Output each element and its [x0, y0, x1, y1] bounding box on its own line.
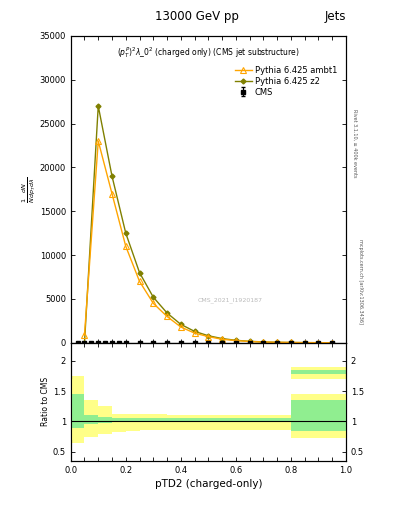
- Pythia 6.425 ambt1: [220, 336, 224, 343]
- Pythia 6.425 ambt1: [275, 339, 279, 346]
- Pythia 6.425 ambt1: [330, 339, 334, 346]
- Pythia 6.425 ambt1: [192, 330, 197, 336]
- Pythia 6.425 z2: [316, 339, 321, 346]
- Pythia 6.425 z2: [206, 333, 211, 339]
- Pythia 6.425 ambt1: [302, 339, 307, 346]
- Pythia 6.425 z2: [82, 339, 87, 346]
- Pythia 6.425 ambt1: [247, 338, 252, 345]
- Legend: Pythia 6.425 ambt1, Pythia 6.425 z2, CMS: Pythia 6.425 ambt1, Pythia 6.425 z2, CMS: [233, 65, 339, 98]
- Pythia 6.425 z2: [165, 310, 169, 316]
- X-axis label: pTD2 (charged-only): pTD2 (charged-only): [154, 479, 262, 489]
- Pythia 6.425 z2: [192, 328, 197, 334]
- Y-axis label: Ratio to CMS: Ratio to CMS: [41, 377, 50, 426]
- Pythia 6.425 z2: [220, 335, 224, 342]
- Pythia 6.425 z2: [261, 339, 266, 345]
- Pythia 6.425 ambt1: [206, 333, 211, 339]
- Pythia 6.425 ambt1: [165, 313, 169, 319]
- Text: Jets: Jets: [324, 10, 346, 23]
- Pythia 6.425 ambt1: [288, 339, 293, 346]
- Text: Rivet 3.1.10, ≥ 400k events: Rivet 3.1.10, ≥ 400k events: [352, 109, 357, 178]
- Pythia 6.425 z2: [110, 173, 114, 179]
- Pythia 6.425 z2: [233, 337, 238, 344]
- Pythia 6.425 z2: [302, 339, 307, 346]
- Pythia 6.425 z2: [247, 338, 252, 345]
- Pythia 6.425 ambt1: [110, 190, 114, 197]
- Text: $(p_T^P)^2\lambda\_0^2$ (charged only) (CMS jet substructure): $(p_T^P)^2\lambda\_0^2$ (charged only) (…: [117, 45, 300, 60]
- Pythia 6.425 z2: [275, 339, 279, 346]
- Line: Pythia 6.425 ambt1: Pythia 6.425 ambt1: [82, 138, 335, 346]
- Pythia 6.425 ambt1: [151, 300, 156, 306]
- Pythia 6.425 z2: [123, 230, 128, 236]
- Pythia 6.425 ambt1: [178, 324, 183, 330]
- Text: 13000 GeV pp: 13000 GeV pp: [154, 10, 239, 23]
- Text: mcplots.cern.ch [arXiv:1306.3436]: mcplots.cern.ch [arXiv:1306.3436]: [358, 239, 363, 324]
- Text: CMS_2021_I1920187: CMS_2021_I1920187: [198, 297, 263, 303]
- Pythia 6.425 ambt1: [82, 332, 87, 338]
- Pythia 6.425 ambt1: [123, 243, 128, 249]
- Pythia 6.425 z2: [288, 339, 293, 346]
- Pythia 6.425 ambt1: [233, 337, 238, 344]
- Pythia 6.425 z2: [151, 294, 156, 300]
- Pythia 6.425 ambt1: [137, 279, 142, 285]
- Pythia 6.425 z2: [96, 103, 101, 109]
- Pythia 6.425 z2: [330, 339, 334, 346]
- Pythia 6.425 ambt1: [261, 339, 266, 345]
- Pythia 6.425 z2: [178, 321, 183, 327]
- Y-axis label: $\frac{1}{N}\frac{dN}{dp_T d\lambda}$: $\frac{1}{N}\frac{dN}{dp_T d\lambda}$: [21, 176, 38, 203]
- Pythia 6.425 ambt1: [316, 339, 321, 346]
- Line: Pythia 6.425 z2: Pythia 6.425 z2: [83, 104, 334, 345]
- Pythia 6.425 z2: [137, 269, 142, 275]
- Pythia 6.425 ambt1: [96, 138, 101, 144]
